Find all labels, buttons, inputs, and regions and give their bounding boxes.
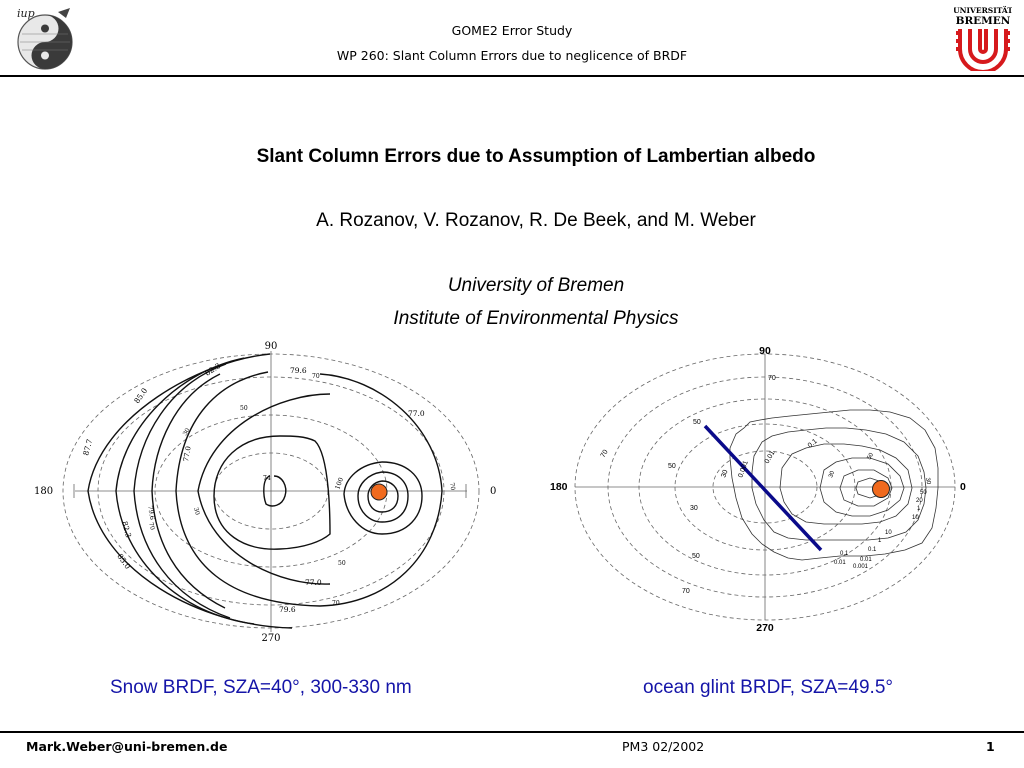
- azimuth-label-180: 180: [34, 486, 53, 497]
- university-bremen-logo: UNIVERSITÄT BREMEN: [953, 5, 1013, 74]
- ocean-glint-polar-plot: 90 180 0 270 70 50 30 50 70 70 50 30 0.1…: [550, 345, 966, 634]
- contour-value-labels: 70 50 30 50 70 70 50 30 0.1 0.01 0.001 0…: [600, 375, 932, 595]
- caption-ocean-glint: ocean glint BRDF, SZA=49.5°: [643, 677, 893, 698]
- contour-label: 20: [916, 498, 923, 504]
- azimuth-axes: [73, 351, 467, 632]
- contour-label: 50: [692, 553, 700, 560]
- header-workpackage: WP 260: Slant Column Errors due to negli…: [336, 48, 688, 63]
- contour-label: 0.1: [840, 551, 849, 557]
- snow-brdf-polar-plot: 90 180 0 270 82.3 85.0 87.7 79.6 70 50 3…: [34, 341, 496, 644]
- azimuth-labels: 90 180 0 270: [34, 341, 496, 644]
- contour-label: 50: [668, 463, 676, 470]
- footer-email: Mark.Weber@uni-bremen.de: [26, 739, 228, 754]
- azimuth-labels: 90 180 0 270: [550, 345, 966, 634]
- contour-label: 70: [312, 373, 320, 380]
- azimuth-label-270: 270: [756, 622, 774, 634]
- caption-snow-brdf: Snow BRDF, SZA=40°, 300-330 nm: [110, 677, 412, 698]
- contour-label: 30: [690, 505, 698, 512]
- contour-label: 50: [867, 452, 876, 461]
- azimuth-label-180: 180: [550, 481, 568, 493]
- page-title: Slant Column Errors due to Assumption of…: [256, 146, 816, 167]
- contour-label: 82.3: [120, 520, 133, 539]
- contour-label: 77.0: [408, 409, 425, 418]
- contour-value-labels: 82.3 85.0 87.7 79.6 70 50 30 77.0 74 79.…: [81, 361, 456, 614]
- contour-label: 1: [917, 506, 921, 512]
- contour-label: 30: [182, 427, 192, 437]
- contour-label: 77.0: [182, 446, 193, 463]
- contour-label: 100: [333, 476, 345, 490]
- contour-label: 50: [240, 405, 248, 412]
- contour-label: 30: [192, 507, 201, 516]
- contour-label: 82.3: [203, 361, 222, 378]
- contour-label: 85.0: [115, 552, 132, 571]
- contour-label: 70: [332, 600, 340, 607]
- contour-label: 10: [912, 515, 919, 521]
- contour-label: 85.0: [132, 386, 149, 405]
- azimuth-label-90: 90: [265, 341, 278, 352]
- azimuth-label-90: 90: [759, 345, 771, 357]
- contour-label: 0.001: [853, 564, 869, 570]
- footer-page-number: 1: [986, 739, 995, 754]
- svg-text:BREMEN: BREMEN: [956, 15, 1011, 27]
- azimuth-axes: [575, 354, 955, 620]
- azimuth-label-0: 0: [960, 481, 966, 493]
- contour-label: 50: [920, 490, 927, 496]
- contour-label: 1: [878, 538, 882, 544]
- contour-label: 50: [693, 419, 701, 426]
- sun-position-marker: [370, 483, 388, 501]
- contour-label: 70: [448, 482, 456, 491]
- sun-position-marker: [872, 480, 890, 498]
- contour-label: 70: [600, 449, 610, 459]
- azimuth-label-270: 270: [261, 633, 280, 644]
- svg-text:iup: iup: [17, 7, 35, 20]
- footer-meeting-date: PM3 02/2002: [622, 739, 705, 754]
- contour-label: 0.01: [834, 560, 846, 566]
- contour-label: 74: [263, 475, 271, 482]
- contour-label: 50: [338, 560, 346, 567]
- authors: A. Rozanov, V. Rozanov, R. De Beek, and …: [316, 210, 756, 231]
- contour-label: 30: [924, 477, 931, 485]
- contour-label: 70: [682, 588, 690, 595]
- iup-logo: iup: [14, 4, 76, 72]
- svg-text:UNIVERSITÄT: UNIVERSITÄT: [954, 6, 1012, 15]
- contour-label: 10: [885, 530, 892, 536]
- azimuth-label-0: 0: [490, 486, 496, 497]
- contour-label: 0.01: [860, 557, 872, 563]
- contour-label: 30: [720, 469, 729, 479]
- footer-rule: [0, 731, 1024, 733]
- contour-label: 70: [147, 522, 156, 531]
- glint-transect-line: [703, 424, 823, 552]
- contour-label: 79.6: [279, 605, 296, 614]
- contour-label: 77.0: [305, 578, 322, 587]
- contour-label: 0.1: [868, 547, 877, 553]
- contour-label: 30: [828, 470, 836, 479]
- contour-label: 70: [768, 375, 776, 382]
- contour-label: 0.1: [807, 438, 819, 450]
- header-study-title: GOME2 Error Study: [451, 23, 573, 38]
- contour-label: 79.6: [146, 505, 156, 521]
- affiliation-institute: Institute of Environmental Physics: [393, 308, 679, 329]
- affiliation-university: University of Bremen: [447, 275, 625, 296]
- contour-label: 79.6: [290, 366, 307, 375]
- contour-label: 87.7: [81, 438, 94, 457]
- contour-lines: [87, 353, 443, 629]
- header-rule: [0, 75, 1024, 77]
